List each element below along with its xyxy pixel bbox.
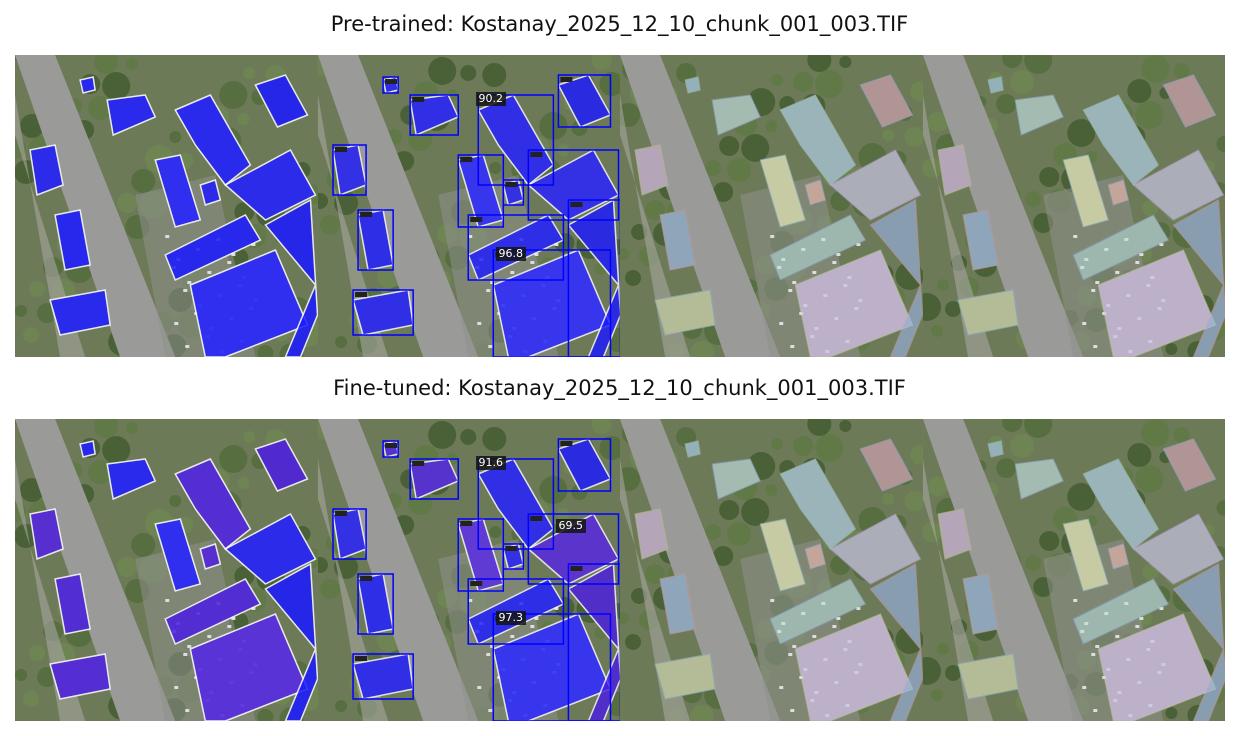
confidence-label: 69.5	[555, 519, 586, 533]
confidence-label: 96.8	[495, 247, 526, 261]
finetuned-panel-ground-truth-image	[922, 419, 1225, 721]
confidence-label: 91.6	[475, 456, 506, 470]
pretrained-title: Pre-trained: Kostanay_2025_12_10_chunk_0…	[330, 12, 909, 36]
pretrained-panel-boxes-image	[317, 55, 620, 357]
finetuned-panel-boxes: 91.6 97.3 69.5	[317, 419, 620, 721]
finetuned-panel-mask	[15, 419, 318, 721]
finetuned-row: 91.6 97.3 69.5	[15, 419, 1225, 721]
pretrained-panel-overlay	[620, 55, 923, 357]
pretrained-panel-overlay-image	[620, 55, 923, 357]
finetuned-panel-overlay-image	[620, 419, 923, 721]
confidence-label: 90.2	[475, 92, 506, 106]
finetuned-panel-ground-truth	[922, 419, 1225, 721]
finetuned-panel-overlay	[620, 419, 923, 721]
confidence-label: 97.3	[495, 611, 526, 625]
finetuned-title: Fine-tuned: Kostanay_2025_12_10_chunk_00…	[333, 376, 906, 400]
pretrained-panel-boxes: 90.2 96.8	[317, 55, 620, 357]
pretrained-panel-mask	[15, 55, 318, 357]
pretrained-panel-ground-truth	[922, 55, 1225, 357]
pretrained-row: 90.2 96.8	[15, 55, 1225, 357]
pretrained-panel-ground-truth-image	[922, 55, 1225, 357]
pretrained-panel-mask-image	[15, 55, 318, 357]
finetuned-panel-boxes-image	[317, 419, 620, 721]
finetuned-panel-mask-image	[15, 419, 318, 721]
